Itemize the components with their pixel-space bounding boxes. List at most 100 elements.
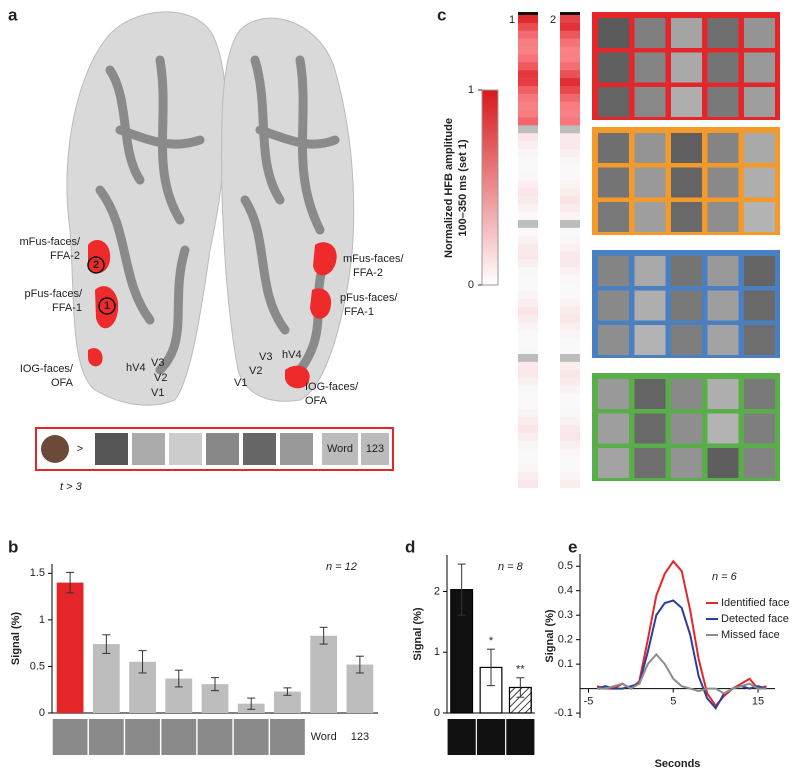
y-tick-label: 0.5 [558, 560, 573, 572]
heatmap-cell [518, 456, 538, 465]
image-tile [598, 256, 629, 286]
colorbar-label: 100–350 ms (set 1) [457, 139, 469, 237]
heatmap-cell [518, 448, 538, 457]
image-tile [671, 256, 702, 286]
legend-label: Missed face [721, 629, 780, 641]
image-tile [634, 167, 666, 198]
image-tile [598, 133, 629, 163]
heatmap-cell [560, 62, 580, 71]
image-tile [671, 325, 702, 355]
heatmap-cell [518, 298, 538, 307]
brain-left [66, 11, 227, 406]
image-tile [598, 290, 629, 321]
image-tile [634, 325, 666, 355]
threshold: t > 3 [60, 481, 83, 493]
roi-label: V2 [154, 372, 167, 384]
heatmap-cell [518, 15, 538, 24]
roi-label: V2 [249, 365, 262, 377]
annotation: n = 8 [498, 561, 524, 573]
image-tile [634, 413, 666, 444]
heatmap-cell [560, 306, 580, 315]
heatmap-cell [560, 164, 580, 173]
heatmap-cell [518, 401, 538, 410]
heatmap-cell [560, 353, 580, 363]
heatmap-cell [518, 377, 538, 386]
image-tile [598, 325, 629, 355]
y-tick-label: 0.4 [558, 585, 573, 597]
image-tile [744, 413, 775, 444]
significance: ** [516, 664, 525, 676]
heatmap-cell [518, 180, 538, 189]
brain-labels-right: mFus-faces/ FFA-2 pFus-faces/ FFA-1 IOG-… [234, 253, 404, 407]
y-tick-label: 0.1 [558, 658, 573, 670]
heatmap-cell [518, 417, 538, 426]
x-tick-label: Word [311, 731, 337, 743]
y-axis-label: Signal (%) [544, 609, 556, 663]
heatmap-cell [518, 38, 538, 47]
heatmap-cell [560, 267, 580, 276]
image-tile [671, 448, 702, 478]
image-tile [744, 325, 775, 355]
image-tile [671, 133, 702, 163]
heatmap-cell [560, 70, 580, 79]
heatmap-cell [518, 133, 538, 142]
strip-top [560, 12, 580, 15]
image-tile [598, 167, 629, 198]
y-axis-label: Signal (%) [412, 607, 424, 661]
image-tile [707, 290, 739, 321]
heatmap-cell [560, 125, 580, 134]
heatmap-cell [560, 275, 580, 284]
bar [310, 635, 338, 713]
colorbar-tick-label: 1 [468, 84, 474, 96]
image-tile [707, 413, 739, 444]
roi-label: FFA-1 [344, 306, 374, 318]
heatmap-cell [560, 219, 580, 229]
roi-label: mFus-faces/ [343, 253, 404, 265]
y-tick-label: -0.1 [554, 707, 573, 719]
roi-label: pFus-faces/ [340, 292, 398, 304]
category-icon [233, 719, 269, 755]
heatmap-cell [560, 298, 580, 307]
heatmap-cell [518, 204, 538, 213]
heatmap-cell [560, 196, 580, 205]
heatmap-cell [518, 393, 538, 402]
y-tick-label: 1 [434, 646, 440, 658]
roi-label: pFus-faces/ [25, 288, 83, 300]
image-tile [707, 133, 739, 163]
category-icon [476, 719, 506, 755]
y-tick-label: 0 [434, 707, 440, 719]
heatmap-cell [518, 369, 538, 378]
category-icon [88, 719, 124, 755]
column-label: 2 [550, 14, 556, 26]
heatmap-cell [518, 141, 538, 150]
image-tile [744, 133, 775, 163]
image-tile [744, 52, 775, 83]
heatmap-cell [518, 125, 538, 134]
panel-label: c [437, 5, 446, 24]
image-tile [707, 325, 739, 355]
heatmap-cell [518, 227, 538, 237]
heatmap-cell [560, 15, 580, 24]
image-tile [634, 448, 666, 478]
image-grids [592, 12, 780, 481]
roi-marker: 2 [93, 259, 99, 271]
x-tick-label: -5 [584, 696, 594, 708]
image-tile [671, 379, 702, 409]
heatmap-cell [518, 188, 538, 197]
heatmap-cell [560, 22, 580, 32]
significance: * [489, 635, 494, 647]
heatmap-cell [518, 338, 538, 347]
legend-label: Detected face [721, 613, 789, 625]
heatmap-cell [560, 401, 580, 410]
heatmap-cell [518, 54, 538, 63]
image-tile [671, 290, 702, 321]
image-tile [744, 167, 775, 198]
roi-label: FFA-2 [353, 267, 383, 279]
colorbar-tick-label: 0 [468, 279, 474, 291]
heatmap-cell [560, 448, 580, 457]
heatmap-cell [560, 172, 580, 181]
heatmap-cell [518, 251, 538, 260]
image-tile [744, 290, 775, 321]
heatmap-cell [560, 117, 580, 126]
